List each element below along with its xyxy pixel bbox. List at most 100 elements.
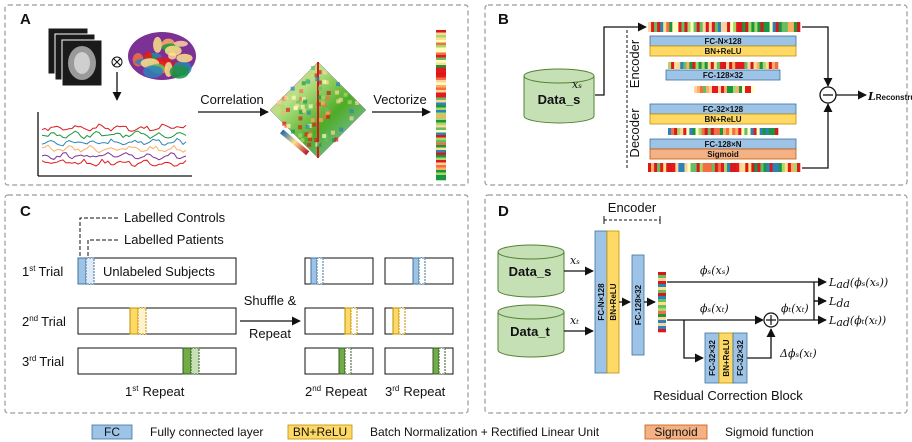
feature-stripe	[700, 163, 703, 172]
feature-stripe	[436, 178, 446, 181]
feature-stripe	[791, 22, 794, 32]
feature-stripe	[436, 115, 446, 118]
matrix-cell	[321, 96, 325, 100]
ordinal: 3	[385, 384, 392, 399]
feature-label: ϕₛ(xₜ)	[700, 302, 729, 315]
feature-stripe	[772, 128, 775, 135]
matrix-cell	[320, 76, 324, 80]
feature-stripe	[705, 128, 708, 135]
encoder-label: Encoder	[627, 39, 642, 88]
matrix-cell	[302, 81, 306, 85]
signal-line	[42, 145, 186, 153]
loss-subscript: ad	[836, 316, 850, 329]
feature-stripe	[668, 128, 671, 135]
matrix-cell	[303, 100, 307, 104]
feature-stripe	[672, 163, 675, 172]
feature-stripe	[654, 22, 657, 32]
loss-argument: (ϕₛ(xₛ))	[850, 276, 888, 289]
matrix-cell	[323, 71, 327, 75]
feature-stripe	[436, 75, 446, 78]
trial-labels: 1stTrial 2ndTrial 3rdTrial	[22, 264, 66, 369]
feature-stripe	[726, 62, 729, 69]
feature-stripe	[436, 93, 446, 96]
legend-key: BN+ReLU	[293, 425, 347, 439]
block-label: FC-N×128	[704, 37, 742, 46]
feature-stripe	[736, 163, 739, 172]
feature-stripe	[436, 58, 446, 61]
input-variable: xₜ	[570, 314, 579, 327]
feature-stripe	[742, 163, 745, 172]
feature-stripe	[658, 329, 666, 332]
data-label: Data_t	[510, 324, 550, 339]
feature-stripe	[763, 62, 766, 69]
ordinal: 3	[22, 354, 29, 369]
feature-stripe	[754, 163, 757, 172]
feature-stripe	[672, 22, 675, 32]
feature-stripe	[732, 62, 735, 69]
feature-stripe	[751, 86, 754, 93]
patients-segment	[419, 258, 425, 284]
ordinal-suffix: st	[29, 264, 36, 273]
feature-stripe	[730, 163, 733, 172]
feature-stripe	[747, 128, 750, 135]
feature-stripe	[658, 323, 666, 326]
feature-stripe	[697, 163, 700, 172]
matrix-cell	[339, 98, 343, 102]
feature-stripe	[666, 22, 669, 32]
ordinal-suffix: rd	[29, 354, 36, 363]
feature-stripe	[741, 128, 744, 135]
legend-text: Sigmoid function	[725, 425, 814, 439]
controls-segment	[130, 308, 138, 334]
feature-stripe	[660, 22, 663, 32]
arrow-label: Shuffle &	[244, 293, 297, 308]
feature-stripe	[706, 86, 709, 93]
feature-stripe	[436, 158, 446, 161]
feature-stripe	[788, 22, 791, 32]
feature-stripe	[436, 83, 446, 86]
feature-stripe	[712, 22, 715, 32]
trial-bar	[78, 348, 236, 374]
feature-stripe	[436, 78, 446, 81]
feature-stripe	[739, 163, 742, 172]
arrow	[747, 329, 771, 358]
feature-stripe	[436, 88, 446, 91]
feature-stripe	[658, 302, 666, 305]
feature-stripe	[724, 86, 727, 93]
loss-subscript: Reconstruction	[876, 93, 912, 102]
feature-stripe	[779, 22, 782, 32]
block-label: Sigmoid	[707, 150, 739, 159]
feature-stripe	[436, 123, 446, 126]
feature-stripe	[715, 86, 718, 93]
matrix-cell	[344, 93, 348, 97]
feature-stripe	[683, 62, 686, 69]
loss-label: LReconstruction	[867, 90, 912, 103]
feature-stripe	[724, 22, 727, 32]
panel-label: D	[498, 203, 509, 220]
repeat-word: Repeat	[403, 384, 445, 399]
feature-stripe	[658, 299, 666, 302]
feature-stripe	[748, 86, 751, 93]
block-label: FC-32×128	[703, 105, 744, 114]
feature-stripe	[745, 86, 748, 93]
loss-label: Lda	[828, 295, 850, 310]
feature-stripe	[680, 128, 683, 135]
feature-stripe	[436, 38, 446, 41]
step-label: Vectorize	[373, 92, 426, 107]
block-label: BN+ReLU	[609, 283, 618, 320]
feature-stripe	[702, 128, 705, 135]
feature-stripe	[436, 170, 446, 173]
feature-stripe	[785, 22, 788, 32]
feature-stripe	[436, 73, 446, 76]
feature-stripe	[742, 86, 745, 93]
feature-stripe	[715, 22, 718, 32]
trial-bar	[78, 308, 236, 334]
cylinder-top	[498, 245, 564, 259]
feature-stripe	[658, 326, 666, 329]
feature-stripe	[436, 70, 446, 73]
controls-segment	[433, 348, 439, 374]
feature-stripe	[733, 86, 736, 93]
feature-stripe	[735, 128, 738, 135]
feature-stripe	[708, 62, 711, 69]
feature-stripe	[669, 163, 672, 172]
feature-stripe	[702, 62, 705, 69]
